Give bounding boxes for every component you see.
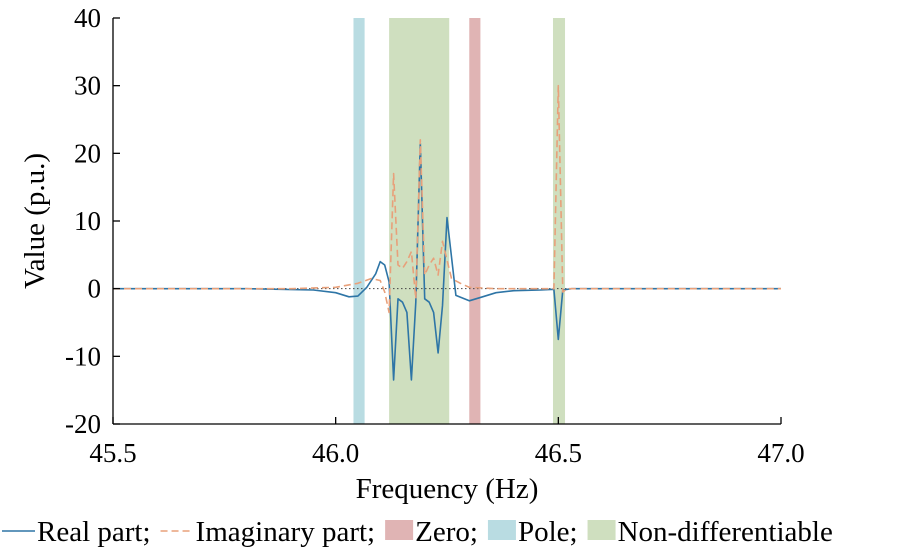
axes	[112, 17, 782, 425]
legend-label: Imaginary part;	[196, 516, 376, 548]
y-axis-label: Value (p.u.)	[19, 153, 51, 289]
legend-label: Zero;	[415, 516, 478, 548]
shaded-regions	[353, 18, 566, 424]
legend-label: Non-differentiable	[618, 516, 833, 548]
legend-item-2: Zero;	[385, 516, 478, 548]
region-non-differentiable-2	[389, 18, 450, 424]
legend-swatch	[587, 520, 616, 540]
y-tick-label: 30	[74, 71, 101, 101]
y-tick-label: 10	[74, 206, 101, 236]
y-tick-label: 0	[88, 274, 102, 304]
region-non-differentiable-3	[552, 18, 566, 424]
series-layer	[113, 84, 781, 381]
x-tick-label: 46.0	[312, 438, 359, 468]
x-axis-label: Frequency (Hz)	[356, 473, 539, 505]
series-real-part	[113, 142, 781, 381]
legend-swatch	[385, 520, 414, 540]
legend-swatch	[487, 520, 516, 540]
y-tick-label: -10	[65, 341, 101, 371]
tick-labels: 45.5 46.0 46.5 47.0 -20 -10 0 10 20 30 40	[65, 3, 805, 468]
legend-label: Pole;	[518, 516, 578, 548]
legend-item-4: Non-differentiable	[587, 516, 833, 548]
x-tick-label: 45.5	[89, 438, 136, 468]
region-zero-0	[469, 18, 481, 424]
x-tick-label: 46.5	[535, 438, 582, 468]
y-tick-label: -20	[65, 409, 101, 439]
legend-item-3: Pole;	[487, 516, 578, 548]
legend-label: Real part;	[37, 516, 151, 548]
legend-item-1: Imaginary part;	[160, 516, 376, 548]
region-pole-1	[353, 18, 365, 424]
legend: Real part; Imaginary part; Zero; Pole; Non-d…	[2, 516, 833, 548]
legend-item-0: Real part;	[2, 516, 151, 548]
y-tick-label: 40	[74, 3, 101, 33]
x-tick-label: 47.0	[757, 438, 804, 468]
y-tick-label: 20	[74, 138, 101, 168]
